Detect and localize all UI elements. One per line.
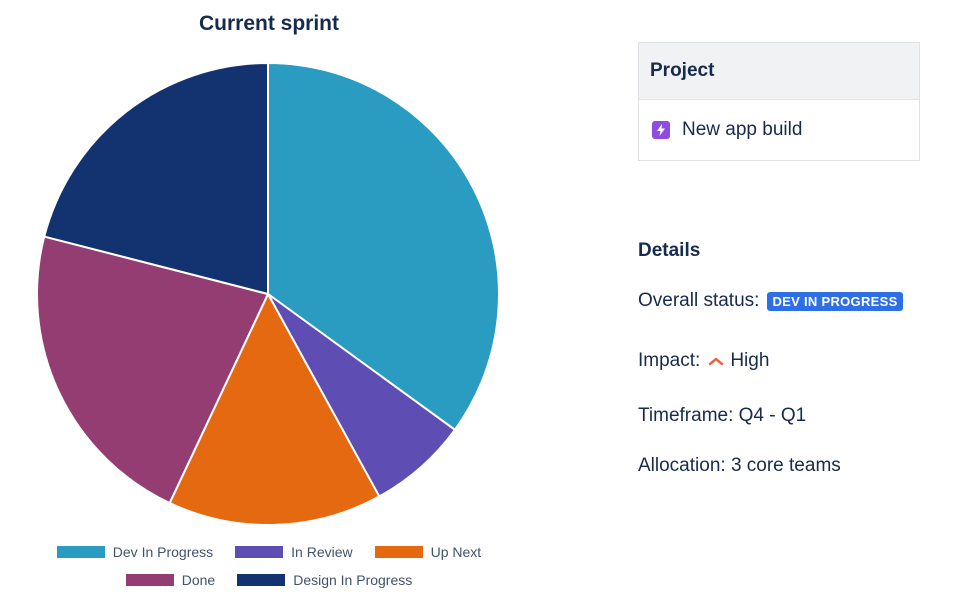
legend-row: Dev In Progress In Review Up Next [0, 538, 538, 566]
pie-slice-design-in-progress[interactable] [43, 61, 269, 296]
legend-label: Dev In Progress [112, 544, 214, 560]
pie-slice-up-next[interactable] [168, 291, 381, 526]
project-name: New app build [682, 119, 803, 140]
overall-status: Overall status: DEV IN PROGRESS [638, 290, 903, 312]
status-badge: DEV IN PROGRESS [767, 291, 903, 311]
chart-title: Current sprint [198, 12, 339, 35]
status-label: Overall status: [638, 290, 760, 311]
legend-swatch [235, 546, 284, 558]
impact-value: High [730, 350, 770, 371]
legend-label: Done [181, 572, 216, 588]
legend-item-up-next[interactable]: Up Next [374, 544, 482, 560]
legend-item-in-review[interactable]: In Review [235, 544, 353, 560]
legend-swatch [374, 546, 423, 558]
pie-slice-in-review[interactable] [267, 293, 457, 498]
pie-slice-dev-in-progress[interactable] [267, 61, 500, 432]
legend-label: In Review [291, 544, 353, 560]
allocation: Allocation: 3 core teams [638, 455, 841, 476]
details-title: Details [638, 240, 701, 261]
legend-row: Done Design In Progress [0, 566, 538, 594]
chevron-up-icon [708, 356, 724, 366]
lightning-icon [652, 121, 670, 139]
legend-label: Up Next [430, 544, 482, 560]
legend-item-design-in-progress[interactable]: Design In Progress [237, 572, 412, 588]
legend-item-done[interactable]: Done [125, 572, 216, 588]
impact: Impact: High [638, 350, 769, 372]
legend-item-dev-in-progress[interactable]: Dev In Progress [56, 544, 214, 560]
chart-legend: Dev In Progress In Review Up Next Done D… [0, 538, 538, 594]
pie-chart [36, 61, 500, 526]
legend-swatch [125, 574, 174, 586]
legend-swatch [237, 574, 286, 586]
legend-swatch [56, 546, 105, 558]
timeframe: Timeframe: Q4 - Q1 [638, 405, 807, 426]
pie-slice-done[interactable] [36, 235, 270, 505]
project-link[interactable]: New app build [639, 100, 919, 160]
legend-label: Design In Progress [293, 572, 413, 588]
project-header: Project [639, 43, 919, 100]
impact-label: Impact: [638, 350, 701, 371]
project-card: Project New app build [638, 42, 920, 161]
